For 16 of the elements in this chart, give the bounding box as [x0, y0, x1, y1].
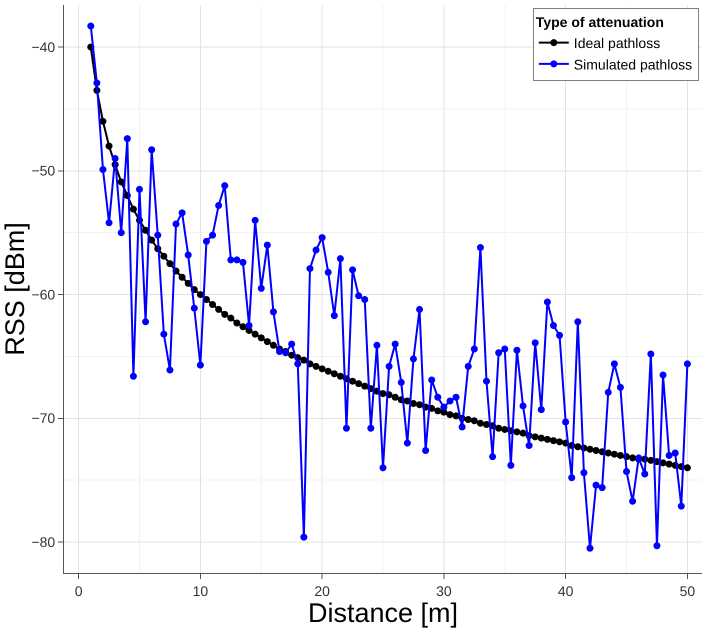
x-tick-label: 20 — [314, 582, 330, 599]
x-tick-label: 10 — [192, 582, 208, 599]
legend-label: Ideal pathloss — [574, 35, 660, 52]
y-axis-title: RSS [dBm] — [0, 222, 30, 356]
x-tick-label: 40 — [558, 582, 574, 599]
y-tick-label: −80 — [31, 534, 56, 550]
y-tick-label: −50 — [31, 162, 56, 179]
y-tick-label: −40 — [31, 38, 56, 55]
x-axis-title: Distance [m] — [308, 598, 458, 628]
x-tick-label: 0 — [74, 582, 83, 599]
y-tick-label: −70 — [31, 410, 56, 426]
legend-label: Simulated pathloss — [574, 56, 692, 72]
y-tick-label: −60 — [31, 286, 56, 302]
legend-title: Type of attenuation — [536, 14, 664, 30]
x-tick-label: 30 — [436, 582, 452, 599]
x-tick-label: 50 — [680, 582, 696, 599]
